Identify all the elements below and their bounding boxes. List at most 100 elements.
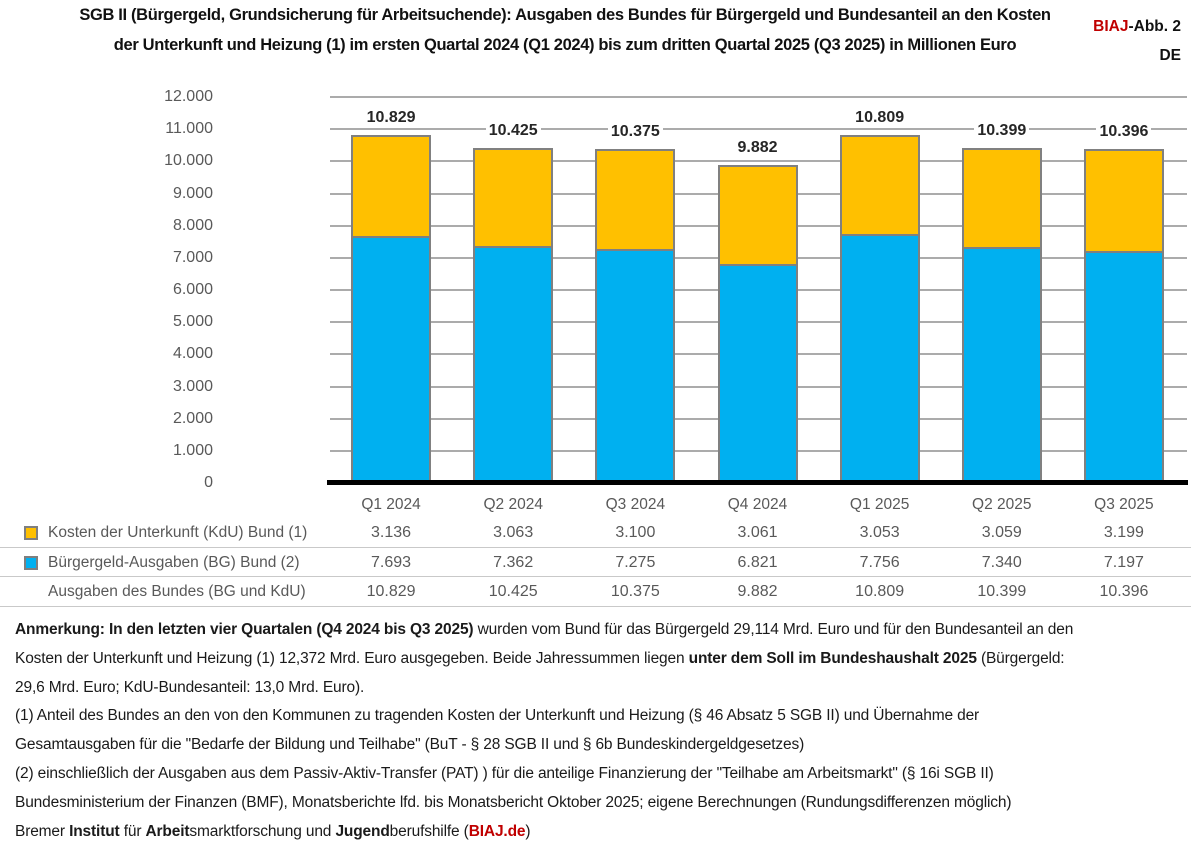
x-axis-category-label: Q3 2024 <box>605 496 666 513</box>
table-cell-value: 3.061 <box>737 524 778 541</box>
brand-label: BIAJ <box>1093 18 1129 35</box>
figure-number: BIAJ-Abb. 2 <box>1093 18 1181 35</box>
bar-total-label: 10.829 <box>330 108 452 128</box>
table-row: Kosten der Unterkunft (KdU) Bund (1) 3.13… <box>0 518 1191 548</box>
bar-total-label: 10.809 <box>819 108 941 128</box>
x-axis-category-label: Q3 2025 <box>1094 496 1154 513</box>
bar-segment-buergergeld <box>839 234 920 483</box>
y-axis-tick-label: 0 <box>204 474 213 491</box>
y-axis-tick-label: 8.000 <box>172 216 213 234</box>
x-axis-category-label: Q1 2024 <box>361 496 421 513</box>
gridline <box>330 128 1187 131</box>
table-cell-value: 7.362 <box>493 553 534 571</box>
footnote-line: 29,6 Mrd. Euro; KdU-Bundesanteil: 13,0 M… <box>15 674 1185 703</box>
footnote-text: 29,6 Mrd. Euro; KdU-Bundesanteil: 13,0 M… <box>15 678 365 696</box>
bar-segment-kdu <box>839 135 920 236</box>
y-axis-tick-label: 1.000 <box>172 441 213 459</box>
footnotes: Anmerkung: In den letzten vier Quartalen… <box>15 616 1185 846</box>
x-axis-category-label: Q1 2025 <box>849 496 910 513</box>
stacked-bar-chart: 12.000 11.000 10.000 9.000 8.000 7.000 6.000 5.… <box>0 85 1191 518</box>
chart-title-line-1: SGB II (Bürgergeld, Grundsicherung für A… <box>79 6 1051 24</box>
table-cell-value: 3.100 <box>615 524 656 541</box>
table-cell-value: 10.399 <box>977 583 1027 601</box>
footnote-line: Kosten der Unterkunft und Heizung (1) 12… <box>15 645 1185 674</box>
table-cell-value: 6.821 <box>737 553 778 571</box>
bar-segment-kdu <box>595 149 676 251</box>
table-cell-value: 10.829 <box>366 583 416 601</box>
table-cell-value: 3.063 <box>493 524 534 541</box>
table-cell-value: 7.275 <box>615 553 656 571</box>
x-axis-category-label: Q2 2024 <box>483 496 543 513</box>
legend-swatch-icon <box>24 555 38 570</box>
y-axis-tick-label: 2.000 <box>172 409 213 427</box>
table-cell-value: 7.693 <box>371 553 412 571</box>
bar-segment-kdu <box>1083 149 1164 253</box>
gridline <box>330 160 1187 163</box>
y-axis-tick-label: 10.000 <box>164 152 213 170</box>
bar-total-label: 10.375 <box>574 122 696 142</box>
table-cell-value: 3.059 <box>981 524 1022 541</box>
bar-total-value: 10.425 <box>485 122 541 139</box>
bar-segment-buergergeld <box>351 236 432 483</box>
bar-segment-buergergeld <box>473 246 554 483</box>
footnote-text: Arbeit <box>145 822 190 840</box>
bar-total-label: 10.399 <box>941 121 1063 141</box>
table-cell-value: 10.809 <box>855 583 905 601</box>
bar-total-value: 10.375 <box>607 123 663 140</box>
bar-segment-kdu <box>961 148 1042 249</box>
y-axis-tick-label: 4.000 <box>172 345 213 363</box>
table-cell-value: 3.199 <box>1103 524 1144 541</box>
figure-badge: BIAJ-Abb. 2 DE <box>1071 12 1181 70</box>
bar-total-label: 10.396 <box>1063 122 1185 142</box>
footnote-text: ) <box>525 822 531 840</box>
footnote-text: Institut <box>69 822 120 840</box>
footnote-text: Bremer <box>15 822 70 840</box>
bar-total-value: 10.829 <box>363 109 419 126</box>
bar-segment-kdu <box>473 148 554 248</box>
table-cell-value: 10.396 <box>1099 583 1149 601</box>
y-axis-tick-label: 12.000 <box>164 88 213 105</box>
bar-segment-kdu <box>717 165 798 266</box>
y-axis-tick-label: 5.000 <box>172 313 213 331</box>
table-cell-value: 7.756 <box>859 553 900 571</box>
y-axis-tick-label: 6.000 <box>172 281 213 298</box>
y-axis-tick-label: 7.000 <box>172 248 213 266</box>
footnote-text: Anmerkung: In den letzten vier Quartalen… <box>15 621 474 638</box>
x-axis-category-label: Q4 2024 <box>727 496 788 513</box>
table-row: Ausgaben des Bundes (BG und KdU) 10.829 10… <box>0 577 1191 608</box>
chart-title-line-2: der Unterkunft und Heizung (1) im ersten… <box>113 36 1017 54</box>
table-cell-value: 10.375 <box>610 583 660 601</box>
table-cell-value: 7.340 <box>981 553 1022 571</box>
table-cell-value: 10.425 <box>488 583 538 601</box>
footnote-line: (2) einschließlich der Ausgaben aus dem … <box>15 760 1185 789</box>
bar-total-value: 10.809 <box>852 109 908 126</box>
footnote-line: Anmerkung: In den letzten vier Quartalen… <box>15 616 1185 645</box>
table-row-label: Ausgaben des Bundes (BG und KdU) <box>48 583 306 601</box>
figure-language: DE <box>1159 47 1181 64</box>
footnote-text: Jugend <box>335 822 390 840</box>
x-axis-line <box>327 480 1188 485</box>
footnote-line: Bundesministerium der Finanzen (BMF), Mo… <box>15 789 1185 818</box>
footnote-text: für <box>119 822 146 840</box>
footnote-text: wurden vom Bund für das Bürgergeld 29,11… <box>473 621 1074 638</box>
table-row: Bürgergeld-Ausgaben (BG) Bund (2) 7.693 7.… <box>0 548 1191 578</box>
table-row-label: Kosten der Unterkunft (KdU) Bund (1) <box>48 524 308 541</box>
footnote-text: berufshilfe ( <box>389 822 469 840</box>
footnote-line: Bremer Institut für Arbeitsmarktforschun… <box>15 818 1185 847</box>
table-cell-value: 3.053 <box>859 524 900 541</box>
footnote-text: (Bürgergeld: <box>976 649 1065 667</box>
y-axis-tick-label: 9.000 <box>172 184 213 202</box>
footnote-text: unter dem Soll im Bundeshaushalt 2025 <box>688 649 977 667</box>
bar-total-label: 10.425 <box>452 121 574 141</box>
footnote-text: Kosten der Unterkunft und Heizung (1) 12… <box>15 649 689 667</box>
legend-swatch-icon <box>24 526 38 540</box>
footnote-line: (1) Anteil des Bundes an den von den Kom… <box>15 702 1185 731</box>
footnote-line: Gesamtausgaben für die "Bedarfe der Bild… <box>15 731 1185 760</box>
gridline <box>330 96 1187 98</box>
bar-total-label: 9.882 <box>697 138 819 158</box>
table-cell-value: 3.136 <box>371 524 412 541</box>
footnote-text: (2) einschließlich der Ausgaben aus dem … <box>15 764 994 782</box>
x-axis-category-label: Q2 2025 <box>972 496 1032 513</box>
bar-segment-kdu <box>351 135 432 238</box>
